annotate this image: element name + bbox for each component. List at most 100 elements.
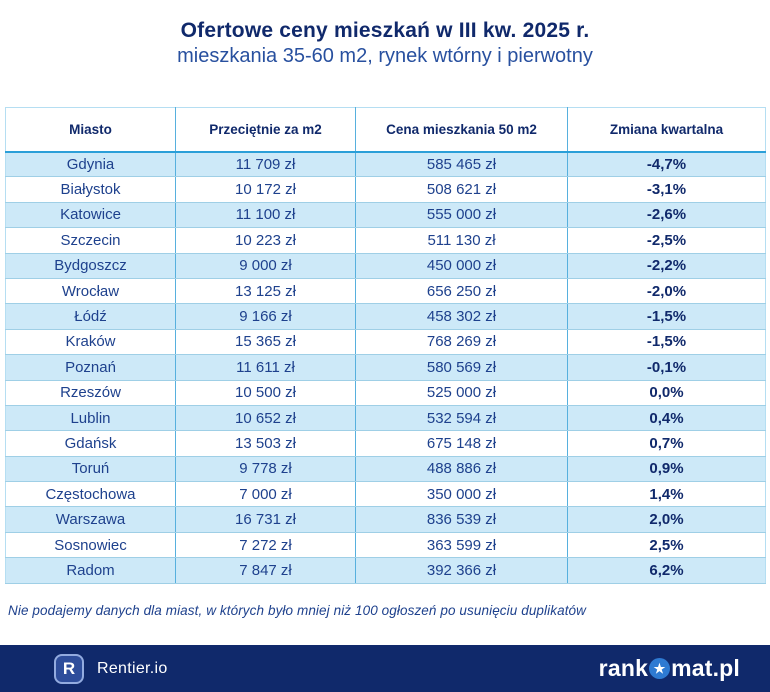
cell-price-50m2: 585 465 zł bbox=[355, 151, 568, 178]
cell-price-per-m2: 9 166 zł bbox=[175, 303, 356, 330]
table-row: Białystok 10 172 zł 508 621 zł -3,1% bbox=[5, 176, 766, 203]
infographic: Ofertowe ceny mieszkań w III kw. 2025 r.… bbox=[0, 19, 770, 692]
cell-price-per-m2: 7 847 zł bbox=[175, 557, 356, 584]
cell-city: Łódź bbox=[5, 303, 176, 330]
cell-price-per-m2: 10 652 zł bbox=[175, 405, 356, 432]
page-title: Ofertowe ceny mieszkań w III kw. 2025 r. bbox=[180, 19, 590, 42]
cell-price-per-m2: 16 731 zł bbox=[175, 506, 356, 533]
cell-price-per-m2: 13 125 zł bbox=[175, 278, 356, 305]
cell-quarterly-change: -3,1% bbox=[567, 176, 766, 203]
cell-price-50m2: 392 366 zł bbox=[355, 557, 568, 584]
cell-city: Wrocław bbox=[5, 278, 176, 305]
cell-quarterly-change: 0,9% bbox=[567, 456, 766, 483]
table-row: Katowice 11 100 zł 555 000 zł -2,6% bbox=[5, 202, 766, 229]
cell-price-50m2: 768 269 zł bbox=[355, 329, 568, 356]
table-row: Lublin 10 652 zł 532 594 zł 0,4% bbox=[5, 405, 766, 432]
cell-quarterly-change: -2,5% bbox=[567, 227, 766, 254]
cell-city: Sosnowiec bbox=[5, 532, 176, 559]
cell-price-per-m2: 15 365 zł bbox=[175, 329, 356, 356]
table-row: Rzeszów 10 500 zł 525 000 zł 0,0% bbox=[5, 380, 766, 406]
cell-quarterly-change: 1,4% bbox=[567, 481, 766, 508]
cell-city: Poznań bbox=[5, 354, 176, 381]
cell-quarterly-change: -2,2% bbox=[567, 253, 766, 279]
table-row: Gdynia 11 709 zł 585 465 zł -4,7% bbox=[5, 151, 766, 178]
cell-city: Kraków bbox=[5, 329, 176, 356]
cell-city: Lublin bbox=[5, 405, 176, 432]
cell-quarterly-change: 0,4% bbox=[567, 405, 766, 432]
cell-price-per-m2: 13 503 zł bbox=[175, 430, 356, 457]
cell-quarterly-change: -4,7% bbox=[567, 151, 766, 178]
cell-quarterly-change: 0,0% bbox=[567, 380, 766, 406]
cell-price-50m2: 511 130 zł bbox=[355, 227, 568, 254]
rankomat-text-prefix: rank bbox=[598, 655, 649, 681]
cell-price-50m2: 836 539 zł bbox=[355, 506, 568, 533]
cell-price-50m2: 508 621 zł bbox=[355, 176, 568, 203]
cell-city: Rzeszów bbox=[5, 380, 176, 406]
cell-quarterly-change: 2,5% bbox=[567, 532, 766, 559]
rentier-r-icon: R bbox=[54, 653, 84, 684]
cell-price-50m2: 555 000 zł bbox=[355, 202, 568, 229]
cell-city: Bydgoszcz bbox=[5, 253, 176, 279]
footer-bar: R Rentier.io rank ★ mat.pl bbox=[0, 645, 770, 692]
table-row: Gdańsk 13 503 zł 675 148 zł 0,7% bbox=[5, 430, 766, 457]
cell-price-50m2: 450 000 zł bbox=[355, 253, 568, 279]
cell-quarterly-change: -2,6% bbox=[567, 202, 766, 229]
star-icon: ★ bbox=[649, 658, 671, 679]
rankomat-text-suffix: mat.pl bbox=[671, 655, 740, 681]
footnote: Nie podajemy danych dla miast, w których… bbox=[8, 603, 587, 618]
cell-price-per-m2: 10 500 zł bbox=[175, 380, 356, 406]
cell-quarterly-change: -0,1% bbox=[567, 354, 766, 381]
column-header-quarterly-change: Zmiana kwartalna bbox=[567, 107, 766, 153]
cell-price-per-m2: 7 000 zł bbox=[175, 481, 356, 508]
cell-quarterly-change: -1,5% bbox=[567, 329, 766, 356]
cell-price-per-m2: 9 778 zł bbox=[175, 456, 356, 483]
cell-city: Częstochowa bbox=[5, 481, 176, 508]
cell-price-per-m2: 11 100 zł bbox=[175, 202, 356, 229]
cell-city: Warszawa bbox=[5, 506, 176, 533]
cell-price-per-m2: 11 709 zł bbox=[175, 151, 356, 178]
column-header-price-50m2: Cena mieszkania 50 m2 bbox=[355, 107, 568, 153]
cell-price-50m2: 458 302 zł bbox=[355, 303, 568, 330]
rentier-label: Rentier.io bbox=[97, 659, 168, 677]
cell-price-50m2: 532 594 zł bbox=[355, 405, 568, 432]
table-row: Sosnowiec 7 272 zł 363 599 zł 2,5% bbox=[5, 532, 766, 559]
cell-price-50m2: 488 886 zł bbox=[355, 456, 568, 483]
cell-quarterly-change: -1,5% bbox=[567, 303, 766, 330]
cell-price-50m2: 363 599 zł bbox=[355, 532, 568, 559]
price-table: Miasto Przeciętnie za m2 Cena mieszkania… bbox=[5, 107, 766, 584]
cell-price-50m2: 580 569 zł bbox=[355, 354, 568, 381]
cell-city: Katowice bbox=[5, 202, 176, 229]
cell-city: Białystok bbox=[5, 176, 176, 203]
cell-price-per-m2: 11 611 zł bbox=[175, 354, 356, 381]
cell-price-50m2: 525 000 zł bbox=[355, 380, 568, 406]
cell-price-per-m2: 9 000 zł bbox=[175, 253, 356, 279]
column-header-price-per-m2: Przeciętnie za m2 bbox=[175, 107, 356, 153]
cell-city: Toruń bbox=[5, 456, 176, 483]
cell-price-50m2: 656 250 zł bbox=[355, 278, 568, 305]
rentier-logo: R Rentier.io bbox=[54, 653, 168, 684]
cell-price-50m2: 350 000 zł bbox=[355, 481, 568, 508]
rankomat-logo: rank ★ mat.pl bbox=[599, 655, 740, 682]
cell-price-per-m2: 10 223 zł bbox=[175, 227, 356, 254]
cell-price-50m2: 675 148 zł bbox=[355, 430, 568, 457]
table-row: Wrocław 13 125 zł 656 250 zł -2,0% bbox=[5, 278, 766, 305]
column-header-city: Miasto bbox=[5, 107, 176, 153]
cell-price-per-m2: 10 172 zł bbox=[175, 176, 356, 203]
table-row: Radom 7 847 zł 392 366 zł 6,2% bbox=[5, 557, 766, 584]
table-row: Toruń 9 778 zł 488 886 zł 0,9% bbox=[5, 456, 766, 483]
table-row: Poznań 11 611 zł 580 569 zł -0,1% bbox=[5, 354, 766, 381]
cell-city: Szczecin bbox=[5, 227, 176, 254]
cell-city: Radom bbox=[5, 557, 176, 584]
table-header-row: Miasto Przeciętnie za m2 Cena mieszkania… bbox=[5, 107, 766, 153]
table-row: Warszawa 16 731 zł 836 539 zł 2,0% bbox=[5, 506, 766, 533]
table-row: Łódź 9 166 zł 458 302 zł -1,5% bbox=[5, 303, 766, 330]
cell-quarterly-change: 6,2% bbox=[567, 557, 766, 584]
cell-price-per-m2: 7 272 zł bbox=[175, 532, 356, 559]
page-subtitle: mieszkania 35-60 m2, rynek wtórny i pier… bbox=[177, 45, 593, 67]
cell-quarterly-change: -2,0% bbox=[567, 278, 766, 305]
table-row: Bydgoszcz 9 000 zł 450 000 zł -2,2% bbox=[5, 253, 766, 279]
table-row: Szczecin 10 223 zł 511 130 zł -2,5% bbox=[5, 227, 766, 254]
cell-quarterly-change: 2,0% bbox=[567, 506, 766, 533]
cell-quarterly-change: 0,7% bbox=[567, 430, 766, 457]
table-row: Kraków 15 365 zł 768 269 zł -1,5% bbox=[5, 329, 766, 356]
